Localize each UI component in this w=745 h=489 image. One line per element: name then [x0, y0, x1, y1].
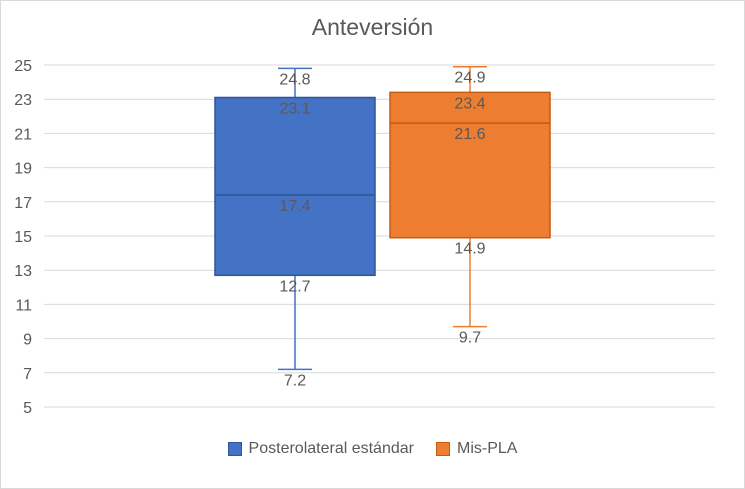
y-tick-label-19: 19: [14, 161, 32, 178]
y-tick-label-15: 15: [14, 229, 32, 246]
data-label-q3-posterolateral: 23.1: [279, 100, 310, 117]
data-label-median-posterolateral: 17.4: [279, 198, 310, 215]
y-tick-label-17: 17: [14, 195, 32, 212]
box-mis-pla: [389, 65, 551, 328]
data-label-q3-mis-pla: 23.4: [454, 95, 485, 112]
iqr-box-mis-pla: [389, 91, 551, 239]
y-tick-label-7: 7: [23, 366, 32, 383]
box-layer: [214, 65, 551, 371]
legend-item-mis-pla: Mis-PLA: [435, 440, 518, 458]
data-label-max-mis-pla: 24.9: [454, 70, 485, 87]
legend-swatch-mis-pla: [435, 442, 450, 456]
box-posterolateral: [214, 67, 376, 371]
data-label-min-mis-pla: 9.7: [459, 330, 481, 347]
legend-label-mis-pla: Mis-PLA: [456, 440, 518, 457]
iqr-box-posterolateral: [214, 96, 376, 277]
legend: Posterolateral estándar Mis-PLA: [0, 440, 745, 458]
y-tick-label-25: 25: [14, 58, 32, 75]
legend-label-posterolateral: Posterolateral estándar: [248, 440, 414, 457]
data-label-q1-posterolateral: 12.7: [279, 278, 310, 295]
y-tick-label-5: 5: [23, 400, 32, 417]
legend-swatch-posterolateral: [227, 442, 242, 456]
y-axis-labels: 5 7 9 11 13 15 17 19 21 23 25: [14, 58, 32, 417]
chart-title: Anteversión: [311, 14, 434, 40]
y-tick-label-21: 21: [14, 126, 32, 143]
data-label-min-posterolateral: 7.2: [284, 372, 306, 389]
data-label-q1-mis-pla: 14.9: [454, 241, 485, 258]
data-label-layer: 24.8 23.1 17.4 12.7 7.2 24.9 23.4 21.6 14.9 9.7: [279, 70, 485, 390]
y-tick-label-13: 13: [14, 263, 32, 280]
data-label-median-mis-pla: 21.6: [454, 126, 485, 143]
legend-item-posterolateral: Posterolateral estándar: [227, 440, 414, 458]
y-tick-label-9: 9: [23, 332, 32, 349]
grid-layer: [44, 64, 715, 408]
data-label-max-posterolateral: 24.8: [279, 71, 310, 88]
y-tick-label-11: 11: [15, 297, 32, 314]
y-tick-label-23: 23: [14, 92, 32, 109]
